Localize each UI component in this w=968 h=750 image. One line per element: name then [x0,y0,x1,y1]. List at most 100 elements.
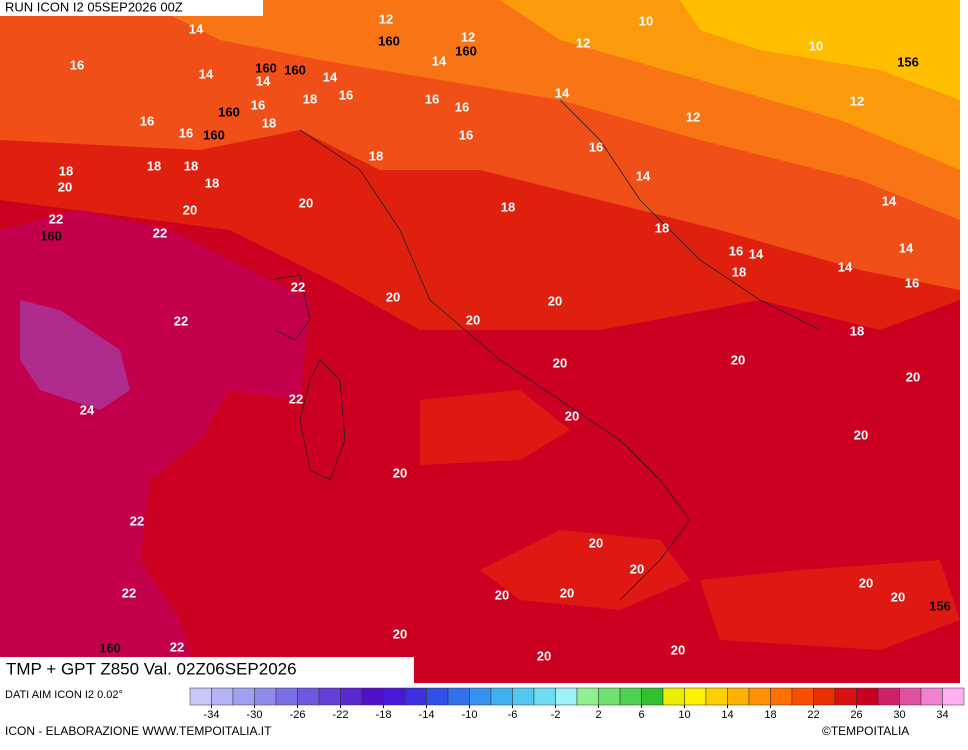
temperature-label: 14 [899,240,914,255]
colorbar-swatch [254,687,277,706]
colorbar-swatch [340,687,363,706]
colorbar-swatch [383,687,406,706]
temperature-label: 12 [576,35,590,50]
temperature-label: 16 [905,275,919,290]
temperature-label: 20 [466,312,480,327]
temperature-label: 14 [189,21,204,36]
colorbar: -34 -30 -26 -22 -18 -14 -10 -6 -2 2 6 10 14 18 22 26 30 3… [189,687,965,721]
geopotential-label: 160 [255,60,277,75]
temperature-label: 20 [386,289,400,304]
geopotential-label: 160 [99,640,121,655]
colorbar-swatch [748,687,771,706]
temperature-label: 24 [80,402,95,417]
colorbar-tick-label: 2 [595,709,601,721]
colorbar-tick-label: -26 [290,709,306,721]
colorbar-tick-label: 6 [638,709,644,721]
colorbar-swatch [576,687,599,706]
temperature-label: 18 [655,220,669,235]
temperature-label: 20 [671,642,685,657]
geopotential-label: 160 [40,228,62,243]
colorbar-swatch [297,687,320,706]
colorbar-swatch [189,687,212,706]
colorbar-swatch [899,687,922,706]
map-background [0,0,960,683]
temperature-label: 20 [393,465,407,480]
temperature-label: 22 [122,585,136,600]
temperature-label: 18 [501,199,515,214]
temperature-label: 16 [339,87,353,102]
temperature-label: 16 [425,91,439,106]
colorbar-swatch [404,687,427,706]
colorbar-tick-label: 34 [936,709,948,721]
temperature-label: 16 [729,243,743,258]
temperature-label: 22 [289,391,303,406]
temperature-label: 20 [560,585,574,600]
temperature-label: 20 [859,575,873,590]
temperature-label: 14 [555,85,570,100]
geopotential-label: 160 [455,43,477,58]
colorbar-swatch [856,687,879,706]
geopotential-label: 160 [284,62,306,77]
temperature-label: 14 [199,66,214,81]
temperature-label: 20 [854,427,868,442]
temperature-label: 14 [882,193,897,208]
colorbar-swatch [232,687,255,706]
colorbar-swatch [533,687,556,706]
temperature-label: 18 [147,158,161,173]
colorbar-swatch [791,687,814,706]
temperature-label: 14 [636,168,651,183]
temperature-label: 18 [262,115,276,130]
credit-label: ICON - ELABORAZIONE WWW.TEMPOITALIA.IT [5,724,272,738]
colorbar-tick-label: 22 [807,709,819,721]
temperature-label: 20 [537,648,551,663]
temperature-label: 20 [299,195,313,210]
temperature-label: 22 [170,639,184,654]
temperature-label: 14 [256,73,271,88]
colorbar-swatch [662,687,685,706]
colorbar-swatch [512,687,535,706]
temperature-label: 22 [291,279,305,294]
geopotential-label: 160 [218,104,240,119]
temperature-label: 16 [251,97,265,112]
temperature-label: 14 [749,246,764,261]
temperature-label: 16 [179,125,193,140]
temperature-label: 16 [70,57,84,72]
colorbar-tick-label: 30 [893,709,905,721]
temperature-label: 18 [184,158,198,173]
temperature-label: 18 [205,175,219,190]
temperature-label: 20 [553,355,567,370]
colorbar-swatch [275,687,298,706]
run-label: RUN ICON I2 05SEP2026 00Z [5,0,183,14]
colorbar-swatch [942,687,965,706]
temperature-label: 14 [323,69,338,84]
colorbar-swatch [469,687,492,706]
temperature-label: 16 [459,127,473,142]
colorbar-swatch [361,687,384,706]
map-title: TMP + GPT Z850 Val. 02Z06SEP2026 [6,659,297,678]
colorbar-swatch [490,687,513,706]
colorbar-swatch [426,687,449,706]
colorbar-swatch [684,687,707,706]
temperature-label: 12 [461,29,475,44]
colorbar-swatch [920,687,943,706]
colorbar-tick-label: -6 [508,709,518,721]
colorbar-tick-label: -34 [204,709,220,721]
copyright-label: ©TEMPOITALIA [822,724,909,738]
temperature-label: 20 [589,535,603,550]
temperature-label: 20 [565,408,579,423]
temperature-label: 16 [455,99,469,114]
colorbar-tick-label: -10 [462,709,478,721]
temperature-label: 14 [838,259,853,274]
temperature-label: 16 [589,139,603,154]
source-label: DATI AIM ICON I2 0.02° [5,689,123,701]
colorbar-swatch [727,687,750,706]
colorbar-tick-label: -18 [376,709,392,721]
colorbar-tick-label: 18 [764,709,776,721]
geopotential-label: 156 [929,598,951,613]
temperature-label: 20 [183,202,197,217]
colorbar-swatch [555,687,578,706]
temperature-label: 16 [140,113,154,128]
temperature-label: 18 [369,148,383,163]
colorbar-swatch [641,687,664,706]
